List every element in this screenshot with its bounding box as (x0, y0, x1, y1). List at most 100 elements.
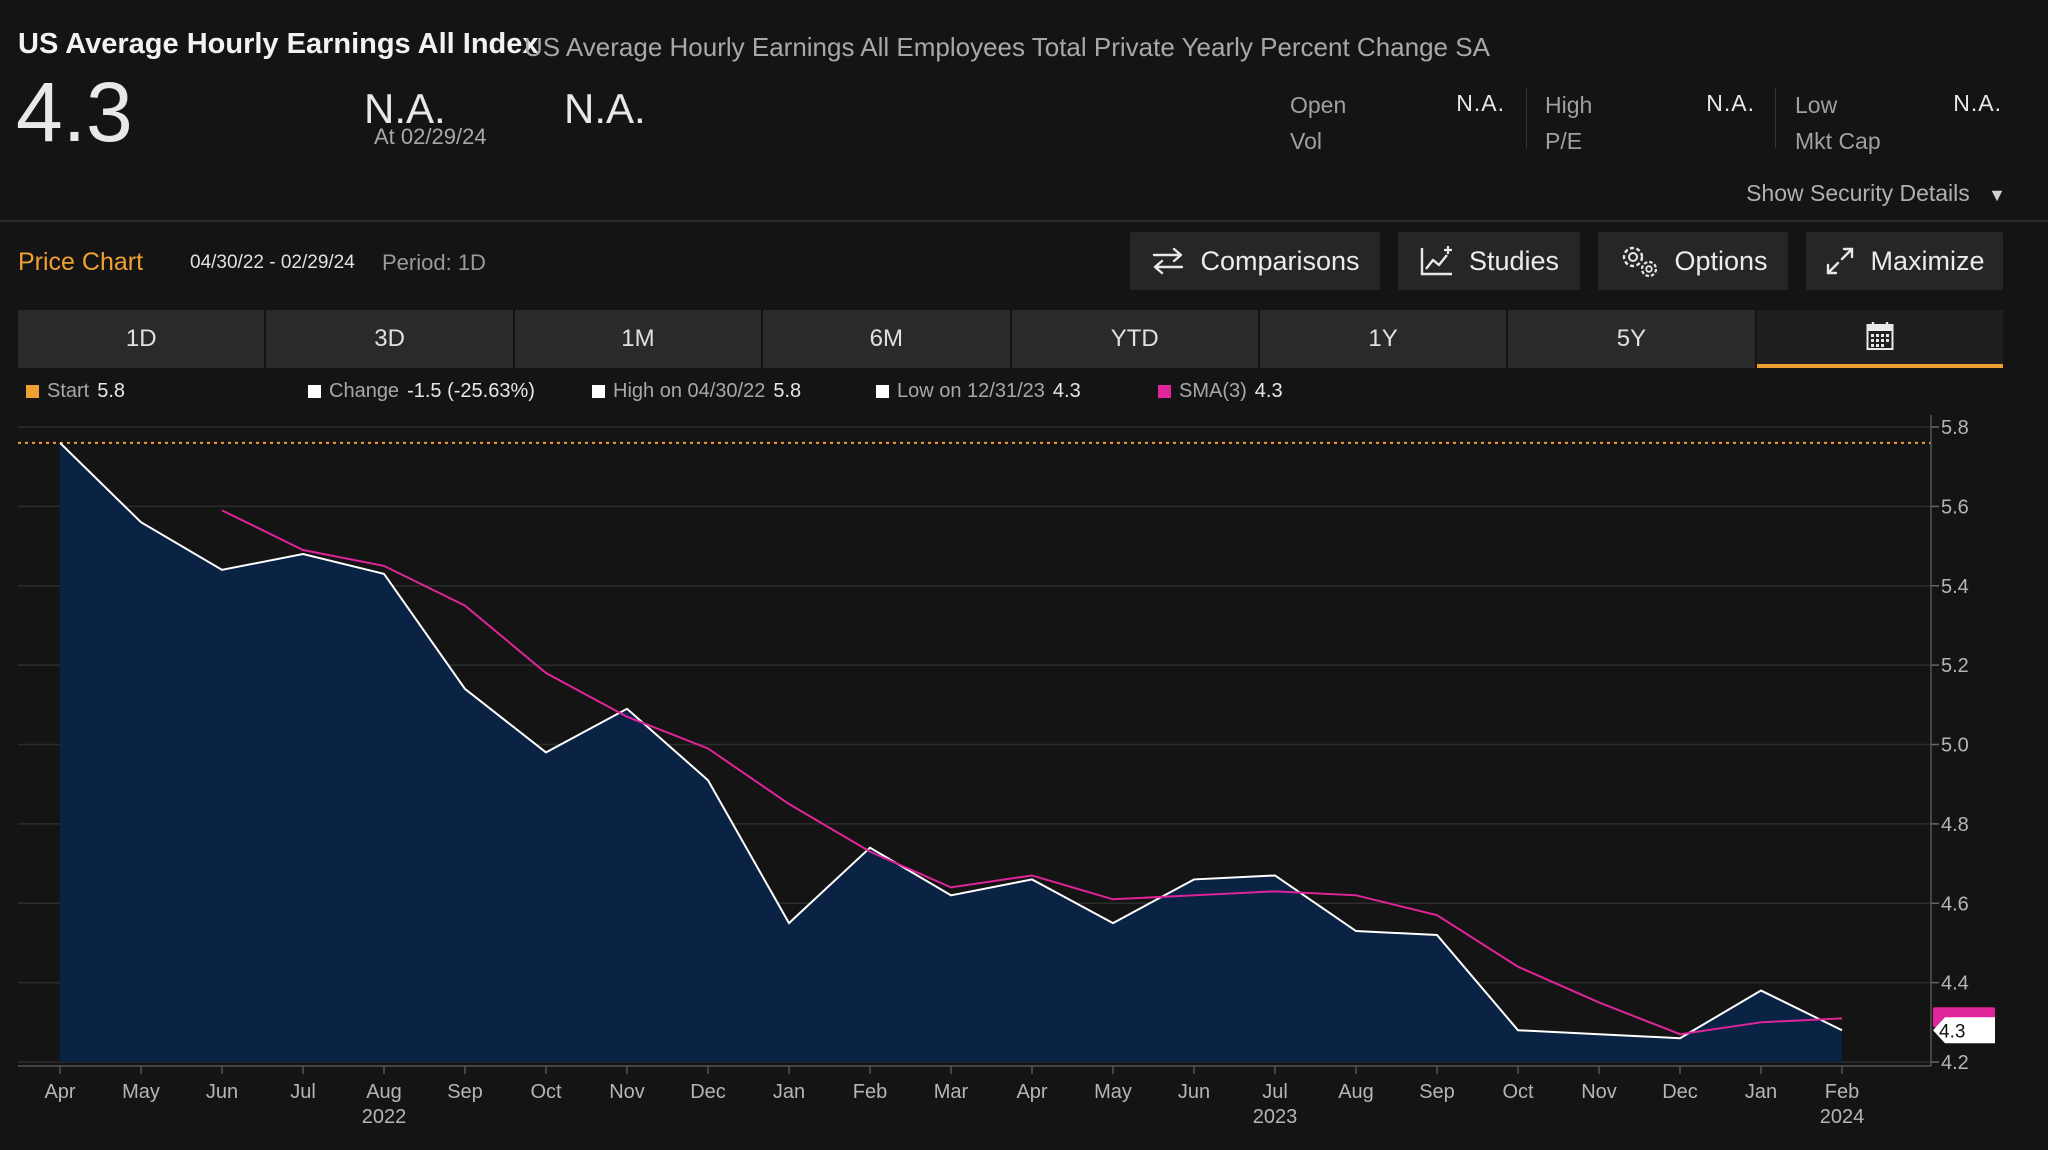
show-security-details-button[interactable]: Show Security Details ▼ (1746, 180, 2006, 207)
legend-sma: SMA(3) 4.3 (1158, 380, 1283, 403)
price-line (59, 442, 1843, 1040)
pe-label: P/E (1545, 128, 1583, 154)
x-tick-label: Apr (44, 1081, 75, 1103)
x-tick-label: Jul (1262, 1081, 1288, 1103)
x-tick-label: Feb (1825, 1081, 1859, 1103)
y-tick-label: 5.8 (1941, 417, 1969, 439)
high-value: N.A. (1706, 90, 1755, 116)
range-tab-6m[interactable]: 6M (763, 310, 1010, 368)
y-tick-label: 5.6 (1941, 496, 1969, 518)
show-details-label: Show Security Details (1746, 180, 1970, 206)
legend-start-label: Start (47, 380, 90, 402)
chart-plus-icon (1419, 245, 1455, 277)
low-label: Low (1795, 92, 1838, 118)
x-tick-label: Sep (1419, 1081, 1455, 1103)
year-label: 2022 (362, 1106, 407, 1128)
chart-date-range: 04/30/22 - 02/29/24 (190, 252, 355, 273)
security-title: US Average Hourly Earnings All Index (18, 28, 539, 60)
swap-arrows-icon (1150, 246, 1186, 276)
legend-start: Start 5.8 (26, 380, 125, 403)
x-tick-label: Oct (1502, 1081, 1534, 1103)
volume-label: Vol (1290, 128, 1322, 154)
range-tab-3d[interactable]: 3D (266, 310, 513, 368)
legend-high-value: 5.8 (773, 380, 802, 402)
legend-low-label: Low on 12/31/23 (897, 380, 1045, 402)
legend-low-value: 4.3 (1052, 380, 1081, 402)
last-value-label: 4.3 (1939, 1021, 1965, 1042)
x-tick-label: Jun (1178, 1081, 1210, 1103)
x-tick-label: Jan (773, 1081, 805, 1103)
x-tick-label: Jun (206, 1081, 238, 1103)
price-chart[interactable]: 5.8 5.6 5.4 5.2 5.0 4.8 4.6 4.4 4.2 Apr May Jun Jul A… (0, 410, 2048, 1150)
x-tick-label: Mar (934, 1081, 969, 1103)
options-label: Options (1674, 245, 1768, 276)
legend-high-label: High on 04/30/22 (613, 380, 766, 402)
y-tick-label: 5.4 (1941, 576, 1969, 598)
year-label: 2023 (1253, 1106, 1298, 1128)
x-tick-label: Oct (530, 1081, 562, 1103)
range-tab-5y[interactable]: 5Y (1508, 310, 1755, 368)
range-tab-1d[interactable]: 1D (18, 310, 265, 368)
security-subtitle: US Average Hourly Earnings All Employees… (524, 32, 1490, 62)
x-tick-label: Feb (853, 1081, 887, 1103)
comparisons-label: Comparisons (1200, 245, 1360, 276)
stats-divider (1775, 88, 1776, 148)
x-tick-label: Apr (1016, 1081, 1047, 1103)
y-tick-label: 5.0 (1941, 735, 1969, 757)
security-header: US Average Hourly Earnings All Index US … (0, 0, 2048, 222)
high-label: High (1545, 92, 1593, 118)
triangle-down-icon: ▼ (1988, 185, 2006, 205)
low-swatch (876, 385, 889, 398)
x-tick-label: Aug (366, 1081, 402, 1103)
market-cap-label: Mkt Cap (1795, 128, 1881, 154)
percent-change: N.A. (564, 85, 646, 132)
gears-icon (1618, 243, 1660, 279)
x-tick-label: Nov (609, 1081, 645, 1103)
range-tab-custom[interactable] (1756, 310, 2004, 368)
price-area (60, 442, 1842, 1062)
net-change: N.A. (364, 85, 446, 132)
x-tick-label: May (122, 1081, 160, 1103)
change-swatch (308, 385, 321, 398)
maximize-label: Maximize (1870, 245, 1985, 276)
last-price: 4.3 (16, 65, 133, 159)
x-tick-label: Sep (447, 1081, 483, 1103)
sma-line (221, 509, 1843, 1036)
as-of-date: At 02/29/24 (374, 124, 487, 149)
options-button[interactable]: Options (1598, 232, 1788, 290)
legend-sma-value: 4.3 (1254, 380, 1283, 402)
open-value: N.A. (1456, 90, 1505, 116)
sma-swatch (1158, 385, 1171, 398)
x-tick-label: Aug (1338, 1081, 1374, 1103)
range-tab-1y[interactable]: 1Y (1259, 310, 1507, 368)
legend-low: Low on 12/31/23 4.3 (876, 380, 1081, 403)
studies-button[interactable]: Studies (1398, 232, 1580, 290)
x-tick-label: Jul (290, 1081, 316, 1103)
chart-period: Period: 1D (382, 250, 486, 275)
range-tab-ytd[interactable]: YTD (1011, 310, 1258, 368)
x-tick-label: Dec (1662, 1081, 1698, 1103)
comparisons-button[interactable]: Comparisons (1130, 232, 1380, 290)
start-swatch (26, 385, 39, 398)
price-chart-title: Price Chart (18, 248, 144, 276)
expand-icon (1824, 245, 1856, 277)
range-tab-1m[interactable]: 1M (514, 310, 762, 368)
legend-change-label: Change (329, 380, 400, 402)
price-last-value-flag (1933, 1017, 1995, 1044)
x-tick-label: Dec (690, 1081, 726, 1103)
y-tick-label: 4.4 (1941, 973, 1969, 995)
stats-divider (1526, 88, 1527, 148)
y-tick-label: 4.6 (1941, 893, 1969, 915)
x-tick-label: May (1094, 1081, 1132, 1103)
legend-start-value: 5.8 (97, 380, 126, 402)
studies-label: Studies (1468, 245, 1560, 276)
maximize-button[interactable]: Maximize (1806, 232, 2003, 290)
x-tick-label: Jan (1745, 1081, 1777, 1103)
year-label: 2024 (1820, 1106, 1865, 1128)
x-tick-label: Nov (1581, 1081, 1617, 1103)
legend-change-value: -1.5 (-25.63%) (407, 380, 535, 402)
calendar-icon (1866, 321, 1894, 358)
y-tick-label: 4.2 (1941, 1052, 1969, 1074)
legend-sma-label: SMA(3) (1179, 380, 1247, 402)
range-tabs: 1D 3D 1M 6M YTD 1Y 5Y (18, 310, 2004, 368)
